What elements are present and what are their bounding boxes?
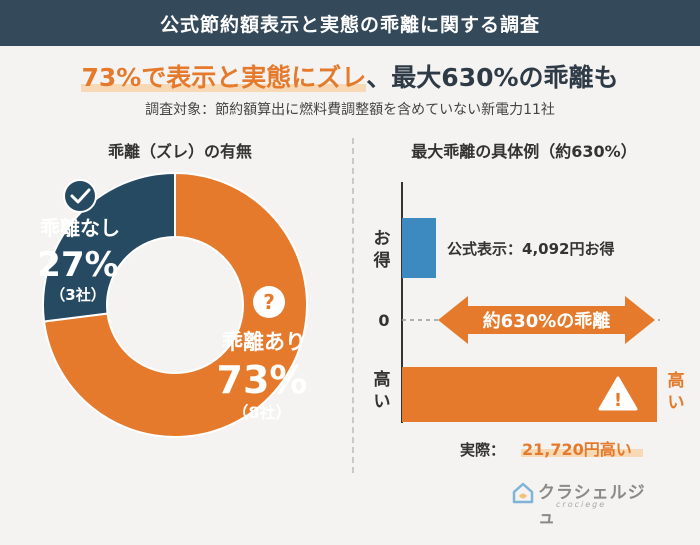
- y-label-zero: 0: [378, 311, 389, 330]
- brand-logo: クラシェルジュ crociege: [510, 478, 650, 528]
- y-label-bottom-1: 高: [374, 369, 391, 390]
- slice-pct-no-gap: 27%: [37, 245, 118, 285]
- bar-official-label: 公式表示：4,092円お得: [447, 240, 614, 258]
- bar-actual-value: 21,720円高い: [522, 440, 632, 459]
- bar-official: [402, 218, 436, 278]
- slice-label-no-gap: 乖離なし: [40, 216, 120, 240]
- headline-rest: 、最大630%の乖離も: [366, 63, 619, 92]
- bar-actual-end-label-1: 高: [668, 370, 685, 391]
- y-label-top-2: 得: [373, 250, 391, 271]
- gap-arrow: [438, 296, 655, 344]
- slice-pct-gap: 73%: [217, 358, 308, 402]
- logo-subtext: crociege: [556, 500, 607, 509]
- bar-actual-end-label-2: い: [668, 393, 685, 413]
- left-chart-title: 乖離（ズレ）の有無: [107, 142, 252, 161]
- check-mark: [70, 188, 91, 204]
- page-header: 公式節約額表示と実態の乖離に関する調査: [0, 0, 700, 46]
- slice-count-gap: （8社）: [232, 403, 291, 422]
- right-chart-title: 最大乖離の具体例（約630%）: [411, 142, 637, 161]
- survey-target: 調査対象：節約額算出に燃料費調整額を含めていない新電力11社: [145, 102, 555, 118]
- donut-slice-no-gap: [42, 171, 176, 323]
- slice-label-gap: 乖離あり: [222, 330, 306, 354]
- question-icon: [253, 286, 285, 318]
- warning-icon: [598, 376, 638, 411]
- bar-actual-prefix: 実際：: [460, 441, 505, 459]
- header-title: 公式節約額表示と実態の乖離に関する調査: [159, 13, 540, 36]
- y-label-bottom-2: い: [374, 392, 391, 412]
- y-label-top-1: お: [374, 229, 391, 249]
- logo-name: クラシェルジュ: [538, 483, 646, 528]
- headline: 73%で表示と実態にズレ、最大630%の乖離も: [0, 58, 700, 94]
- warning-mark: !: [614, 390, 622, 411]
- slice-count-no-gap: （3社）: [50, 286, 105, 304]
- house-icon: [512, 482, 534, 504]
- section-divider: [352, 138, 354, 473]
- donut-slice-gap: [42, 171, 308, 438]
- gap-annotation: 約630%の乖離: [483, 310, 611, 332]
- headline-highlight: 73%で表示と実態にズレ: [81, 63, 367, 92]
- value-highlight: [521, 449, 643, 457]
- question-mark: ?: [263, 290, 275, 314]
- check-icon: [63, 179, 97, 213]
